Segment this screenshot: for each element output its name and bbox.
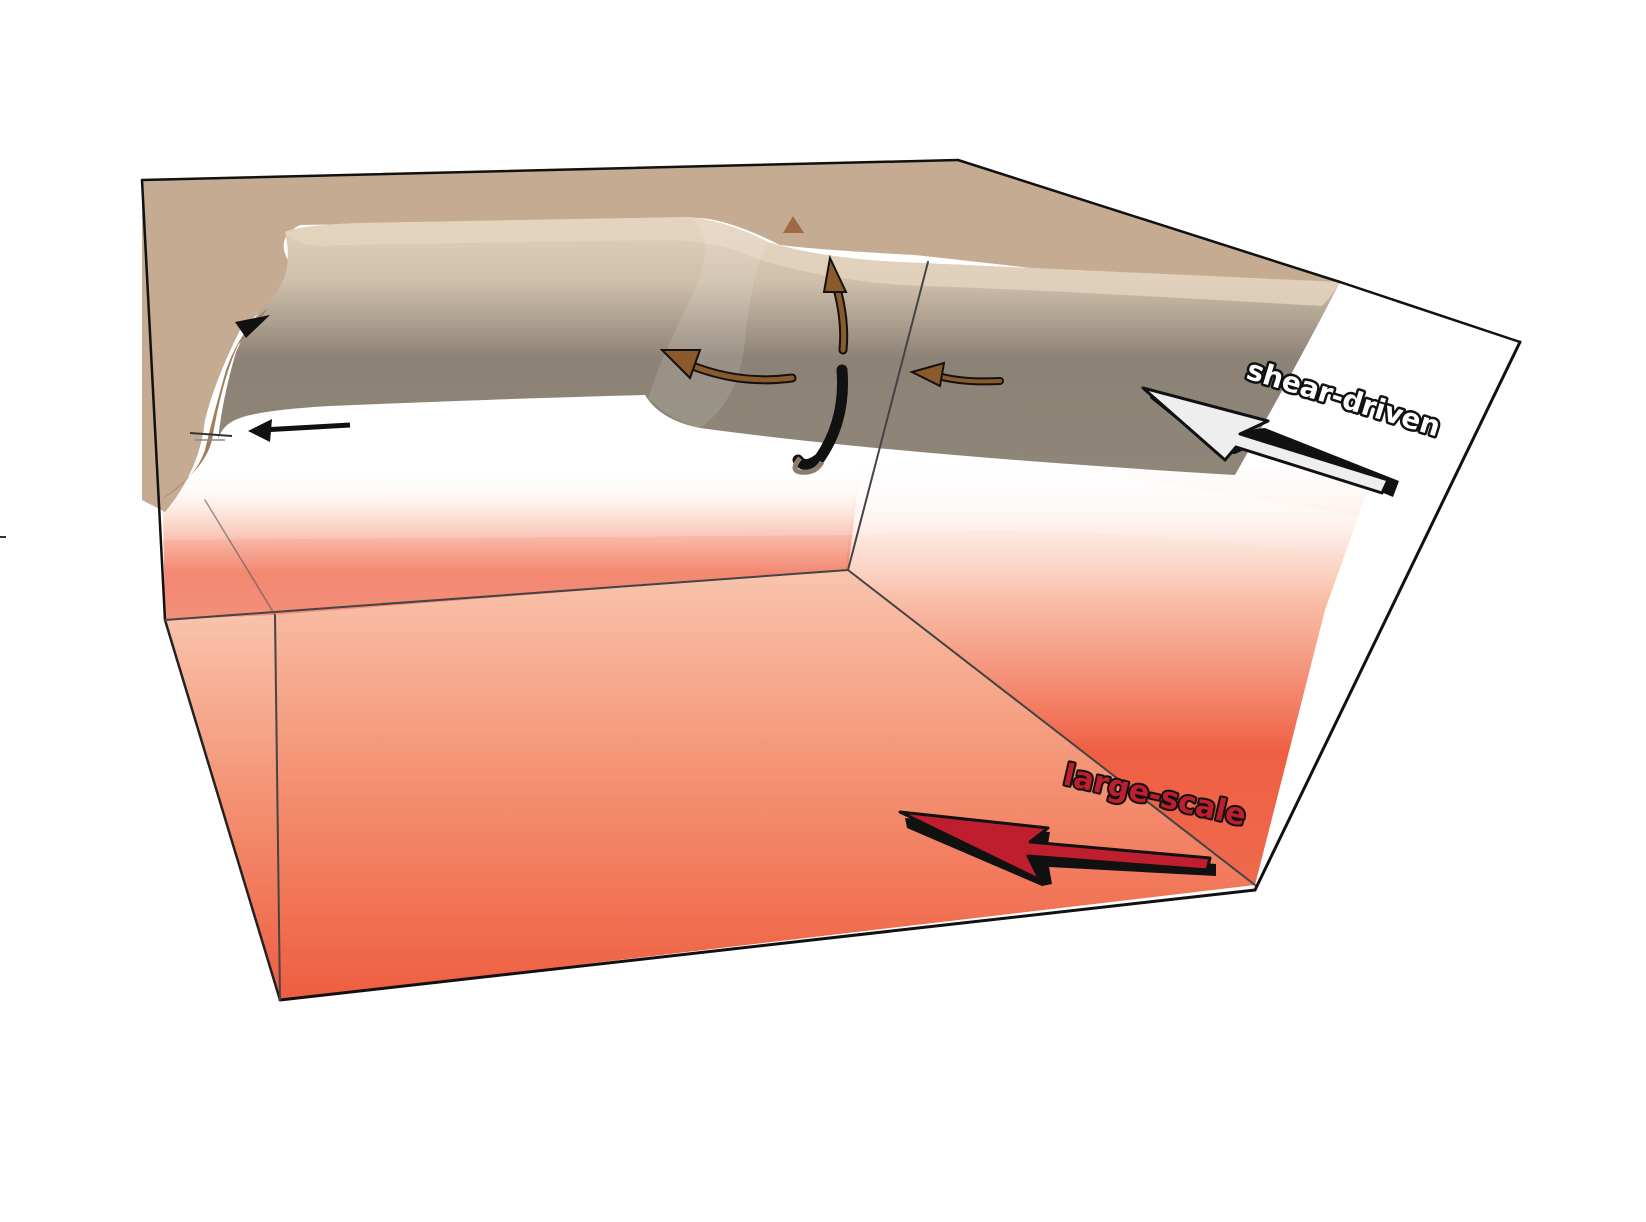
slab-top-band bbox=[285, 217, 1340, 306]
trench-flow-arrow-right bbox=[909, 361, 1004, 388]
lithosphere-top-surface bbox=[142, 160, 1340, 512]
poloidal-flow-arrow-up bbox=[822, 254, 849, 355]
mantle-front-face bbox=[165, 570, 1255, 1000]
shear-driven-arrow bbox=[1141, 386, 1399, 497]
block-outline bbox=[140, 158, 1522, 1002]
edge-inner-vertical-left bbox=[274, 614, 281, 1001]
edge-left-front bbox=[163, 618, 282, 1002]
slab-motion-arrow bbox=[248, 419, 351, 442]
edge-inner-back-vertical bbox=[847, 261, 929, 571]
edge-top-right bbox=[956, 158, 1342, 284]
edge-inner-left-diag bbox=[204, 499, 276, 616]
edge-bottom-front bbox=[278, 888, 1257, 1002]
small-dash-icon bbox=[189, 432, 233, 437]
large-scale-arrow bbox=[898, 810, 1216, 886]
toroidal-flow-arrow bbox=[792, 364, 848, 475]
mantle-side-volume bbox=[845, 440, 1375, 885]
mantle-top-fade bbox=[160, 445, 1380, 560]
edge-right-back bbox=[1338, 280, 1522, 344]
volcano-icon bbox=[783, 216, 804, 233]
poloidal-flow-arrow-left bbox=[659, 349, 797, 385]
edge-left-vertical bbox=[140, 178, 167, 622]
trench-triangle-icon bbox=[235, 315, 270, 338]
edge-right-vertical bbox=[1253, 340, 1522, 892]
edge-inner-diagonal bbox=[847, 569, 1256, 886]
edge-inner-front-top bbox=[164, 569, 849, 621]
edge-top-back bbox=[140, 158, 960, 182]
